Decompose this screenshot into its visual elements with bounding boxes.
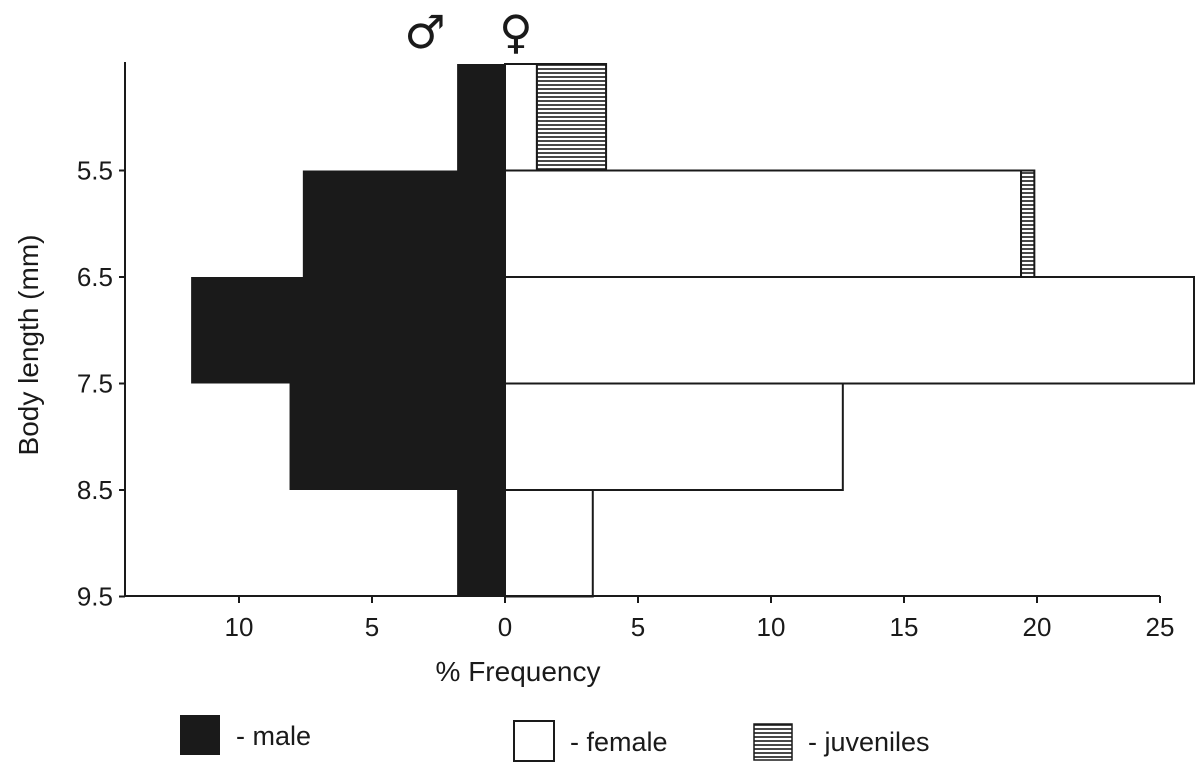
y-tick-label: 6.5 xyxy=(77,262,113,292)
legend-swatch-juveniles xyxy=(753,723,793,761)
bar-female xyxy=(504,169,1023,278)
bar-female xyxy=(504,382,844,491)
y-tick-label: 5.5 xyxy=(77,156,113,186)
bar-female xyxy=(504,276,1195,385)
x-tick-label: 15 xyxy=(890,612,919,642)
bar-male xyxy=(302,170,505,277)
x-axis-title: % Frequency xyxy=(436,656,601,687)
bar-juveniles xyxy=(1020,169,1036,278)
bar-male xyxy=(457,490,505,597)
bars-group xyxy=(191,63,1195,598)
bar-male xyxy=(289,383,505,490)
bar-male xyxy=(191,277,505,384)
x-tick-label: 20 xyxy=(1023,612,1052,642)
bar-female xyxy=(504,63,538,172)
x-ticks-group: 10 5 0 5 10 15 20 25 xyxy=(225,596,1175,642)
legend-swatch-female xyxy=(513,720,555,762)
y-tick-label: 7.5 xyxy=(77,369,113,399)
y-tick-label: 8.5 xyxy=(77,475,113,505)
legend: - male - female - juveniles xyxy=(180,715,930,762)
y-tick-label: 9.5 xyxy=(77,582,113,612)
legend-label-male: - male xyxy=(236,721,311,751)
x-tick-label: 10 xyxy=(757,612,786,642)
y-ticks-group: 5.5 6.5 7.5 8.5 9.5 xyxy=(77,156,125,612)
x-tick-label: 5 xyxy=(365,612,379,642)
x-tick-label: 5 xyxy=(631,612,645,642)
y-axis-title: Body length (mm) xyxy=(13,235,44,456)
bar-male xyxy=(457,64,505,171)
bar-female xyxy=(504,489,594,598)
x-tick-label: 10 xyxy=(225,612,254,642)
legend-label-female: - female xyxy=(570,727,668,757)
legend-label-juveniles: - juveniles xyxy=(808,727,930,757)
male-symbol: ♂ xyxy=(404,5,445,59)
x-tick-label: 25 xyxy=(1146,612,1175,642)
legend-swatch-male xyxy=(180,715,220,755)
bar-juveniles xyxy=(535,63,608,172)
female-symbol: ♀ xyxy=(499,5,533,59)
x-tick-label: 0 xyxy=(498,612,512,642)
